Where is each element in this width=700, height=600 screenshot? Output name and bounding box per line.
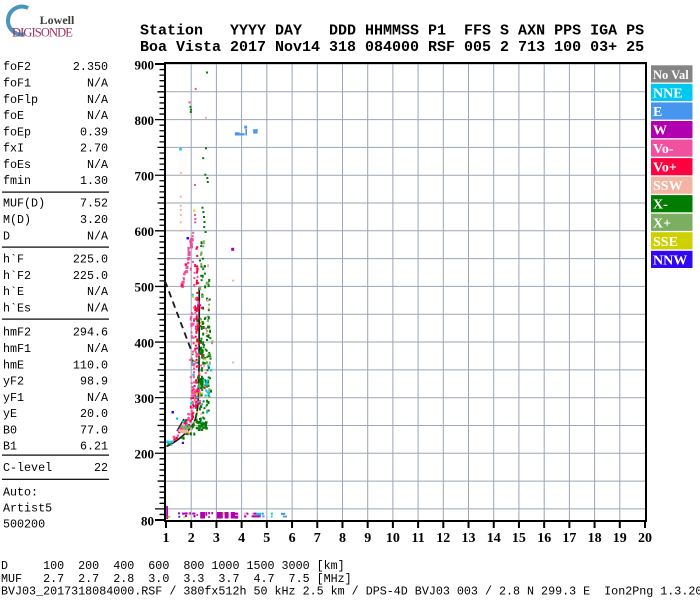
svg-text:800: 800 xyxy=(135,113,155,128)
svg-text:294.6: 294.6 xyxy=(73,326,108,340)
svg-text:1.30: 1.30 xyxy=(80,174,108,188)
svg-text:3.20: 3.20 xyxy=(80,213,108,227)
svg-text:400: 400 xyxy=(135,335,155,350)
svg-text:20.0: 20.0 xyxy=(80,407,108,421)
svg-text:MUF 2.7 2.7 2.8 3.0 3.3: MUF 2.7 2.7 2.8 3.0 3.3 3.7 4.7 7.5 [MHz… xyxy=(1,572,352,586)
svg-text:10: 10 xyxy=(386,531,400,546)
svg-text:2.350: 2.350 xyxy=(73,60,108,74)
svg-text:h`F: h`F xyxy=(3,253,24,267)
svg-text:fmin: fmin xyxy=(3,174,31,188)
svg-text:2: 2 xyxy=(188,531,195,546)
svg-text:h`F2: h`F2 xyxy=(3,269,31,283)
svg-text:Artist5: Artist5 xyxy=(3,502,52,516)
svg-text:200: 200 xyxy=(135,447,155,462)
svg-text:hmF1: hmF1 xyxy=(3,342,31,356)
svg-text:22: 22 xyxy=(94,461,108,475)
svg-text:14: 14 xyxy=(487,531,501,546)
svg-text:BVJ03_2017318084000.RSF / 380f: BVJ03_2017318084000.RSF / 380fx512h 50 k… xyxy=(1,585,700,599)
svg-text:NNE: NNE xyxy=(653,86,683,101)
svg-text:hmF2: hmF2 xyxy=(3,326,31,340)
svg-text:B0: B0 xyxy=(3,423,17,437)
svg-text:225.0: 225.0 xyxy=(73,269,108,283)
svg-text:600: 600 xyxy=(135,224,155,239)
svg-text:hmE: hmE xyxy=(3,358,24,372)
svg-text:yE: yE xyxy=(3,407,17,421)
svg-text:SSW: SSW xyxy=(653,179,683,194)
svg-text:D 100 200 400 600 800: D 100 200 400 600 800 1000 1500 3000 [km… xyxy=(1,559,345,573)
svg-text:N/A: N/A xyxy=(87,229,109,243)
svg-text:3: 3 xyxy=(213,531,220,546)
svg-text:h`Es: h`Es xyxy=(3,301,31,315)
svg-text:80: 80 xyxy=(141,513,154,528)
svg-text:W: W xyxy=(653,124,667,139)
svg-text:C-level: C-level xyxy=(3,461,52,475)
svg-text:13: 13 xyxy=(462,531,476,546)
svg-text:yF2: yF2 xyxy=(3,375,24,389)
svg-text:500200: 500200 xyxy=(3,518,45,532)
svg-text:15: 15 xyxy=(512,531,526,546)
svg-text:Vo-: Vo- xyxy=(653,142,674,157)
svg-text:foF1: foF1 xyxy=(3,77,31,91)
svg-text:M(D): M(D) xyxy=(3,213,31,227)
svg-text:17: 17 xyxy=(562,531,576,546)
svg-text:Lowell: Lowell xyxy=(40,13,75,27)
svg-text:N/A: N/A xyxy=(87,158,109,172)
svg-text:foE: foE xyxy=(3,109,24,123)
svg-text:DIGISONDE: DIGISONDE xyxy=(12,26,73,40)
svg-text:h`E: h`E xyxy=(3,285,24,299)
svg-text:Auto:: Auto: xyxy=(3,485,38,499)
svg-text:19: 19 xyxy=(613,531,627,546)
svg-text:No Val: No Val xyxy=(653,68,689,82)
svg-text:2.70: 2.70 xyxy=(80,142,108,156)
svg-text:9: 9 xyxy=(364,531,371,546)
svg-text:yF1: yF1 xyxy=(3,391,24,405)
svg-text:4: 4 xyxy=(238,531,245,546)
svg-text:N/A: N/A xyxy=(87,77,109,91)
svg-text:1: 1 xyxy=(163,531,170,546)
svg-text:110.0: 110.0 xyxy=(73,358,108,372)
svg-text:E: E xyxy=(653,105,662,120)
svg-text:B1: B1 xyxy=(3,440,17,454)
svg-text:20: 20 xyxy=(638,531,652,546)
svg-text:11: 11 xyxy=(411,531,424,546)
svg-text:MUF(D): MUF(D) xyxy=(3,197,45,211)
svg-text:5: 5 xyxy=(263,531,270,546)
svg-text:X+: X+ xyxy=(653,216,671,231)
svg-text:225.0: 225.0 xyxy=(73,253,108,267)
svg-text:N/A: N/A xyxy=(87,93,109,107)
svg-text:900: 900 xyxy=(135,57,155,72)
svg-text:500: 500 xyxy=(135,280,155,295)
svg-text:16: 16 xyxy=(537,531,551,546)
svg-text:N/A: N/A xyxy=(87,301,109,315)
svg-text:Boa Vista 2017 Nov14 318 08400: Boa Vista 2017 Nov14 318 084000 RSF 005 … xyxy=(140,39,644,56)
svg-text:NNW: NNW xyxy=(653,253,687,268)
svg-text:8: 8 xyxy=(339,531,346,546)
svg-text:N/A: N/A xyxy=(87,391,109,405)
svg-text:N/A: N/A xyxy=(87,109,109,123)
svg-text:foEs: foEs xyxy=(3,158,31,172)
svg-text:Vo+: Vo+ xyxy=(653,161,677,176)
svg-text:N/A: N/A xyxy=(87,285,109,299)
svg-text:300: 300 xyxy=(135,391,155,406)
svg-text:6: 6 xyxy=(289,531,296,546)
svg-text:foF2: foF2 xyxy=(3,60,31,74)
svg-text:SSE: SSE xyxy=(653,235,678,250)
svg-text:0.39: 0.39 xyxy=(80,125,108,139)
svg-text:foFlp: foFlp xyxy=(3,93,38,107)
svg-text:77.0: 77.0 xyxy=(80,423,108,437)
svg-text:foEp: foEp xyxy=(3,125,31,139)
svg-text:98.9: 98.9 xyxy=(80,375,108,389)
svg-text:D: D xyxy=(3,229,10,243)
svg-text:7.52: 7.52 xyxy=(80,197,108,211)
svg-text:700: 700 xyxy=(135,169,155,184)
svg-text:Station YYYY DAY DDD HHMMS: Station YYYY DAY DDD HHMMSS P1 FFS S AXN… xyxy=(140,23,644,40)
svg-text:18: 18 xyxy=(588,531,602,546)
svg-text:N/A: N/A xyxy=(87,342,109,356)
svg-text:X-: X- xyxy=(653,198,668,213)
svg-text:7: 7 xyxy=(314,531,321,546)
svg-text:fxI: fxI xyxy=(3,142,24,156)
svg-text:6.21: 6.21 xyxy=(80,440,108,454)
svg-text:12: 12 xyxy=(436,531,450,546)
